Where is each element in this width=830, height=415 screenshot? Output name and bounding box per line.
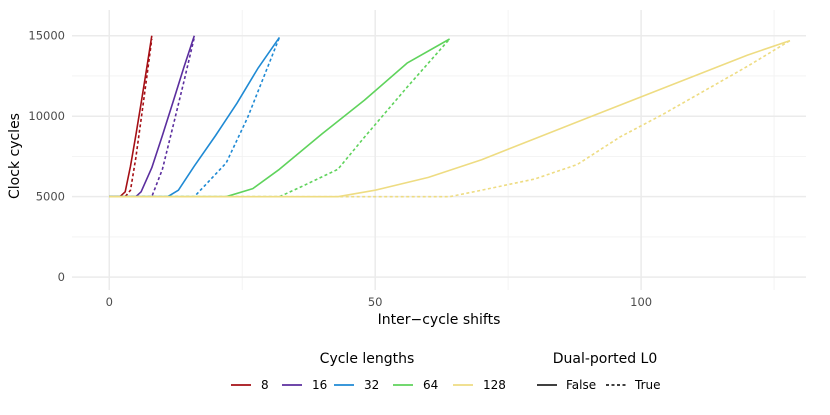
series-line-128-single bbox=[109, 39, 791, 198]
series-line-16-dual bbox=[109, 37, 196, 198]
major-gridlines bbox=[72, 10, 806, 290]
series-line-16-single bbox=[109, 35, 196, 198]
series-line-8-dual bbox=[109, 38, 153, 198]
x-tick-label: 0 bbox=[106, 295, 113, 309]
y-axis-title: Clock cycles bbox=[7, 113, 23, 199]
y-tick-label: 10000 bbox=[28, 109, 65, 123]
y-tick-label: 15000 bbox=[28, 29, 65, 43]
legend-title-dual-ported: Dual-ported L0 bbox=[553, 351, 658, 367]
legend-label-32: 32 bbox=[364, 378, 379, 392]
series-line-64-single bbox=[109, 38, 450, 198]
x-tick-label: 100 bbox=[630, 295, 652, 309]
series-line-32-dual bbox=[109, 37, 281, 198]
y-tick-label: 5000 bbox=[36, 190, 65, 204]
series-line-128-dual bbox=[109, 39, 791, 198]
minor-gridlines bbox=[72, 10, 806, 290]
x-axis-title: Inter−cycle shifts bbox=[378, 312, 501, 328]
tick-labels: 0 50 100 0 5000 10000 15000 bbox=[28, 29, 652, 309]
series-lines bbox=[109, 35, 791, 198]
legend: Cycle lengths Dual-ported L0 8 16 32 64 128 Fal… bbox=[231, 351, 661, 392]
legend-label-true: True bbox=[634, 378, 661, 392]
legend-label-128: 128 bbox=[483, 378, 506, 392]
legend-title-cycle-lengths: Cycle lengths bbox=[320, 351, 415, 367]
legend-label-16: 16 bbox=[312, 378, 327, 392]
legend-label-64: 64 bbox=[423, 378, 438, 392]
y-tick-label: 0 bbox=[58, 270, 65, 284]
series-line-64-dual bbox=[109, 38, 451, 198]
legend-label-8: 8 bbox=[261, 378, 269, 392]
legend-label-false: False bbox=[566, 378, 596, 392]
x-tick-label: 50 bbox=[368, 295, 383, 309]
series-line-8-single bbox=[109, 35, 153, 198]
series-line-32-single bbox=[109, 36, 281, 198]
